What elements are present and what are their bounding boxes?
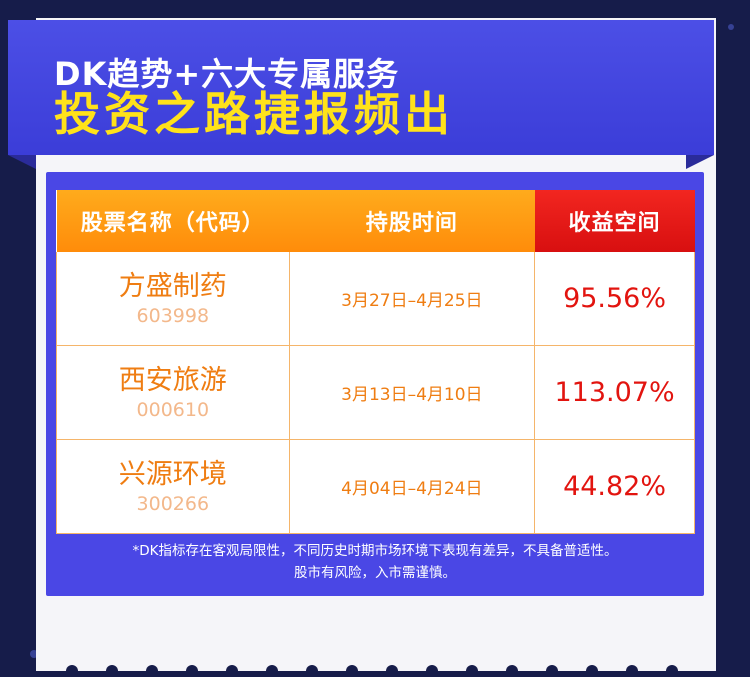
period-cell: 3月13日–4月10日: [288, 345, 536, 440]
stock-name: 方盛制药: [118, 270, 227, 302]
banner-headline: 投资之路捷报频出: [54, 87, 454, 141]
title-banner: [8, 20, 714, 169]
perforation-notch: [306, 665, 318, 677]
profit-value: 95.56%: [563, 283, 667, 314]
holding-period: 3月27日–4月25日: [341, 291, 483, 311]
banner-subtitle: DK趋势+六大专属服务: [54, 55, 400, 93]
perforation-notch: [186, 665, 198, 677]
stock-results-table: 股票名称（代码） 持股时间 收益空间 方盛制药 603998 3月27日–4月2…: [56, 190, 695, 534]
disclaimer-line-2: 股市有风险，入市需谨慎。: [294, 565, 456, 581]
profit-cell: 113.07%: [534, 345, 695, 440]
period-cell: 3月27日–4月25日: [288, 252, 536, 346]
perforation-notch: [626, 665, 638, 677]
perforation-notch: [426, 665, 438, 677]
table-row: 方盛制药 603998 3月27日–4月25日 95.56%: [56, 252, 695, 346]
holding-period: 4月04日–4月24日: [341, 479, 483, 499]
perforation-notch: [546, 665, 558, 677]
perforation-notch: [666, 665, 678, 677]
perforation-notch: [146, 665, 158, 677]
header-holding-period: 持股时间: [289, 190, 535, 252]
stock-cell: 西安旅游 000610: [56, 345, 290, 440]
stock-code: 603998: [136, 304, 210, 327]
stock-code: 300266: [136, 492, 210, 515]
stock-name: 西安旅游: [118, 364, 227, 396]
profit-cell: 44.82%: [534, 439, 695, 534]
stock-name: 兴源环境: [118, 458, 227, 490]
perforation-notch: [226, 665, 238, 677]
disclaimer-line-1: *DK指标存在客观局限性，不同历史时期市场环境下表现有差异，不具备普适性。: [132, 543, 618, 559]
stock-cell: 兴源环境 300266: [56, 439, 290, 534]
table-row: 兴源环境 300266 4月04日–4月24日 44.82%: [56, 439, 695, 534]
header-profit-space: 收益空间: [534, 190, 695, 252]
perforation-notch: [386, 665, 398, 677]
perforation-notch: [66, 665, 78, 677]
profit-value: 44.82%: [563, 471, 667, 502]
holding-period: 3月13日–4月10日: [341, 385, 483, 405]
perforation-notch: [346, 665, 358, 677]
header-stock-name: 股票名称（代码）: [56, 190, 290, 252]
stock-code: 000610: [136, 398, 210, 421]
period-cell: 4月04日–4月24日: [288, 439, 536, 534]
background-dot: [30, 650, 38, 658]
perforation-notch: [506, 665, 518, 677]
perforation-notch: [466, 665, 478, 677]
stock-cell: 方盛制药 603998: [56, 252, 290, 346]
perforation-notch: [106, 665, 118, 677]
risk-disclaimer: *DK指标存在客观局限性，不同历史时期市场环境下表现有差异，不具备普适性。 股市…: [46, 540, 704, 584]
perforation-notch: [586, 665, 598, 677]
results-card: 股票名称（代码） 持股时间 收益空间 方盛制药 603998 3月27日–4月2…: [46, 172, 704, 596]
table-row: 西安旅游 000610 3月13日–4月10日 113.07%: [56, 345, 695, 440]
background-dot: [728, 24, 734, 30]
perforation-notch: [266, 665, 278, 677]
table-header-row: 股票名称（代码） 持股时间 收益空间: [56, 190, 695, 252]
profit-cell: 95.56%: [534, 252, 695, 346]
profit-value: 113.07%: [554, 377, 675, 408]
